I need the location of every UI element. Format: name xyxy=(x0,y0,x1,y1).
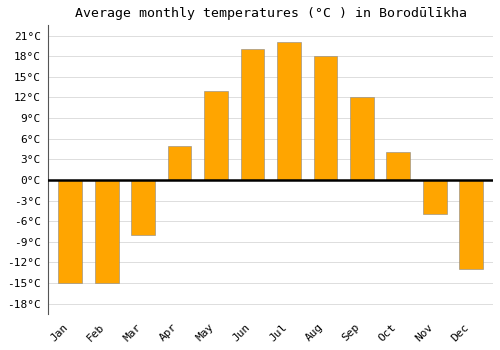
Bar xyxy=(95,180,118,283)
Bar xyxy=(350,97,374,180)
Bar xyxy=(168,146,192,180)
Bar xyxy=(58,180,82,283)
Bar xyxy=(386,153,410,180)
Title: Average monthly temperatures (°C ) in Borodūlīkha: Average monthly temperatures (°C ) in Bo… xyxy=(74,7,466,20)
Bar xyxy=(460,180,483,270)
Bar xyxy=(240,49,264,180)
Bar xyxy=(204,91,228,180)
Bar xyxy=(423,180,446,214)
Bar xyxy=(132,180,155,235)
Bar xyxy=(314,56,337,180)
Bar xyxy=(277,42,301,180)
